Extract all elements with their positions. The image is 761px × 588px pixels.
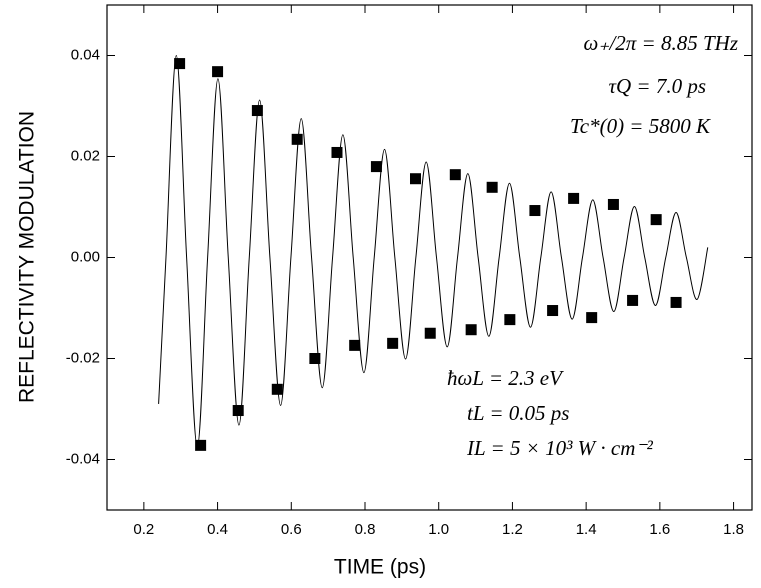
- y-axis-title: REFLECTIVITY MODULATION: [16, 111, 39, 403]
- data-point: [195, 439, 207, 451]
- annotation: ħωL = 2.3 eV: [447, 366, 564, 390]
- x-tick-label: 0.8: [355, 521, 376, 538]
- annotation: Tc*(0) = 5800 K: [570, 114, 711, 138]
- data-point: [349, 339, 361, 351]
- x-tick-label: 1.0: [428, 521, 449, 538]
- data-point: [212, 66, 224, 78]
- data-point: [409, 173, 421, 185]
- data-point: [504, 314, 516, 326]
- data-point: [232, 405, 244, 417]
- data-point: [271, 383, 283, 395]
- data-point: [174, 58, 186, 70]
- data-point: [529, 205, 541, 217]
- fit-curve: [158, 54, 709, 448]
- y-tick-label: -0.04: [66, 450, 100, 467]
- x-tick-label: 1.2: [502, 521, 523, 538]
- data-point: [547, 305, 559, 317]
- x-tick-label: 0.2: [133, 521, 154, 538]
- x-tick-label: 1.8: [723, 521, 744, 538]
- data-point: [568, 192, 580, 204]
- data-point: [486, 181, 498, 193]
- data-point: [424, 327, 436, 339]
- annotation: τQ = 7.0 ps: [608, 74, 706, 98]
- x-tick-label: 1.6: [649, 521, 670, 538]
- data-point: [387, 337, 399, 349]
- data-point: [627, 294, 639, 306]
- data-point: [331, 146, 343, 158]
- y-tick-label: 0.00: [71, 248, 100, 265]
- data-point: [370, 161, 382, 173]
- annotation: tL = 0.05 ps: [467, 401, 569, 425]
- y-tick-label: 0.04: [71, 46, 100, 63]
- annotation: IL = 5 × 10³ W · cm⁻²: [466, 436, 653, 460]
- annotation: ω₊/2π = 8.85 THz: [584, 31, 738, 55]
- data-point: [291, 133, 303, 145]
- y-tick-label: -0.02: [66, 349, 100, 366]
- x-tick-label: 1.4: [576, 521, 597, 538]
- data-point: [586, 312, 598, 324]
- x-tick-label: 0.6: [281, 521, 302, 538]
- data-point: [650, 214, 662, 226]
- y-tick-label: 0.02: [71, 147, 100, 164]
- data-point: [670, 296, 682, 308]
- data-point: [449, 169, 461, 181]
- x-axis-title: TIME (ps): [334, 556, 426, 579]
- data-point: [309, 353, 321, 364]
- data-point: [607, 198, 619, 210]
- data-point: [465, 324, 477, 336]
- x-tick-label: 0.4: [207, 521, 228, 538]
